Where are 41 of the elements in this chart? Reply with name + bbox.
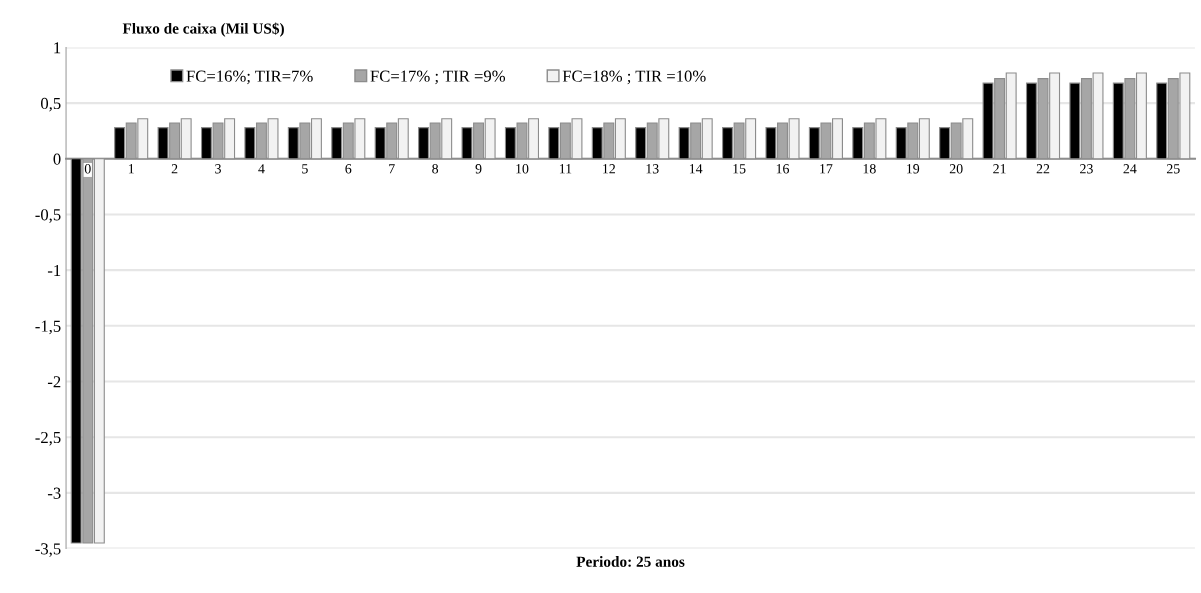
y-tick-label: -3,5 (35, 543, 61, 557)
y-tick-label: -2 (47, 376, 61, 388)
y-tick-label: -1,5 (35, 320, 61, 335)
x-tick-label: 22 (1036, 164, 1050, 174)
x-tick-label: 25 (1166, 164, 1180, 174)
y-tick-label: -3 (47, 487, 61, 499)
y-tick-label: 0 (53, 153, 61, 165)
x-tick-label: 9 (475, 164, 482, 174)
x-tick-label: 4 (258, 164, 265, 174)
x-tick-label: 0 (84, 164, 91, 174)
x-tick-label: 11 (559, 164, 572, 174)
x-tick-label: 5 (302, 164, 308, 174)
x-axis-title: Periodo: 25 anos (576, 556, 685, 567)
x-tick-label: 3 (215, 164, 221, 174)
legend-label: FC=16%; TIR=7% (186, 70, 313, 85)
x-tick-label: 14 (689, 164, 703, 174)
y-tick-label: -0,5 (35, 209, 61, 223)
y-tick-label: -1 (47, 264, 61, 276)
x-tick-label: 12 (603, 164, 615, 174)
y-tick-label: 0,5 (41, 97, 61, 112)
x-tick-label: 1 (128, 164, 134, 174)
x-tick-label: 16 (776, 164, 790, 174)
legend-label: FC=17% ; TIR =9% (370, 70, 506, 85)
x-tick-label: 7 (389, 164, 395, 174)
x-tick-label: 15 (733, 164, 746, 174)
x-tick-label: 10 (516, 164, 529, 174)
x-tick-label: 6 (345, 164, 352, 174)
x-tick-label: 23 (1080, 164, 1093, 174)
x-tick-label: 8 (432, 164, 439, 174)
x-tick-label: 20 (949, 164, 963, 174)
legend-label: FC=18% ; TIR =10% (562, 70, 706, 85)
x-tick-label: 17 (820, 164, 833, 174)
x-tick-label: 2 (171, 164, 178, 174)
x-tick-label: 21 (993, 164, 1006, 174)
x-tick-label: 13 (646, 164, 659, 174)
x-tick-label: 19 (907, 164, 920, 174)
y-tick-label: -2,5 (35, 431, 61, 446)
x-tick-label: 24 (1123, 164, 1137, 174)
x-tick-label: 18 (863, 164, 876, 174)
y-tick-label: 1 (54, 42, 61, 54)
chart-title: Fluxo de caixa (Mil US$) (122, 22, 284, 37)
